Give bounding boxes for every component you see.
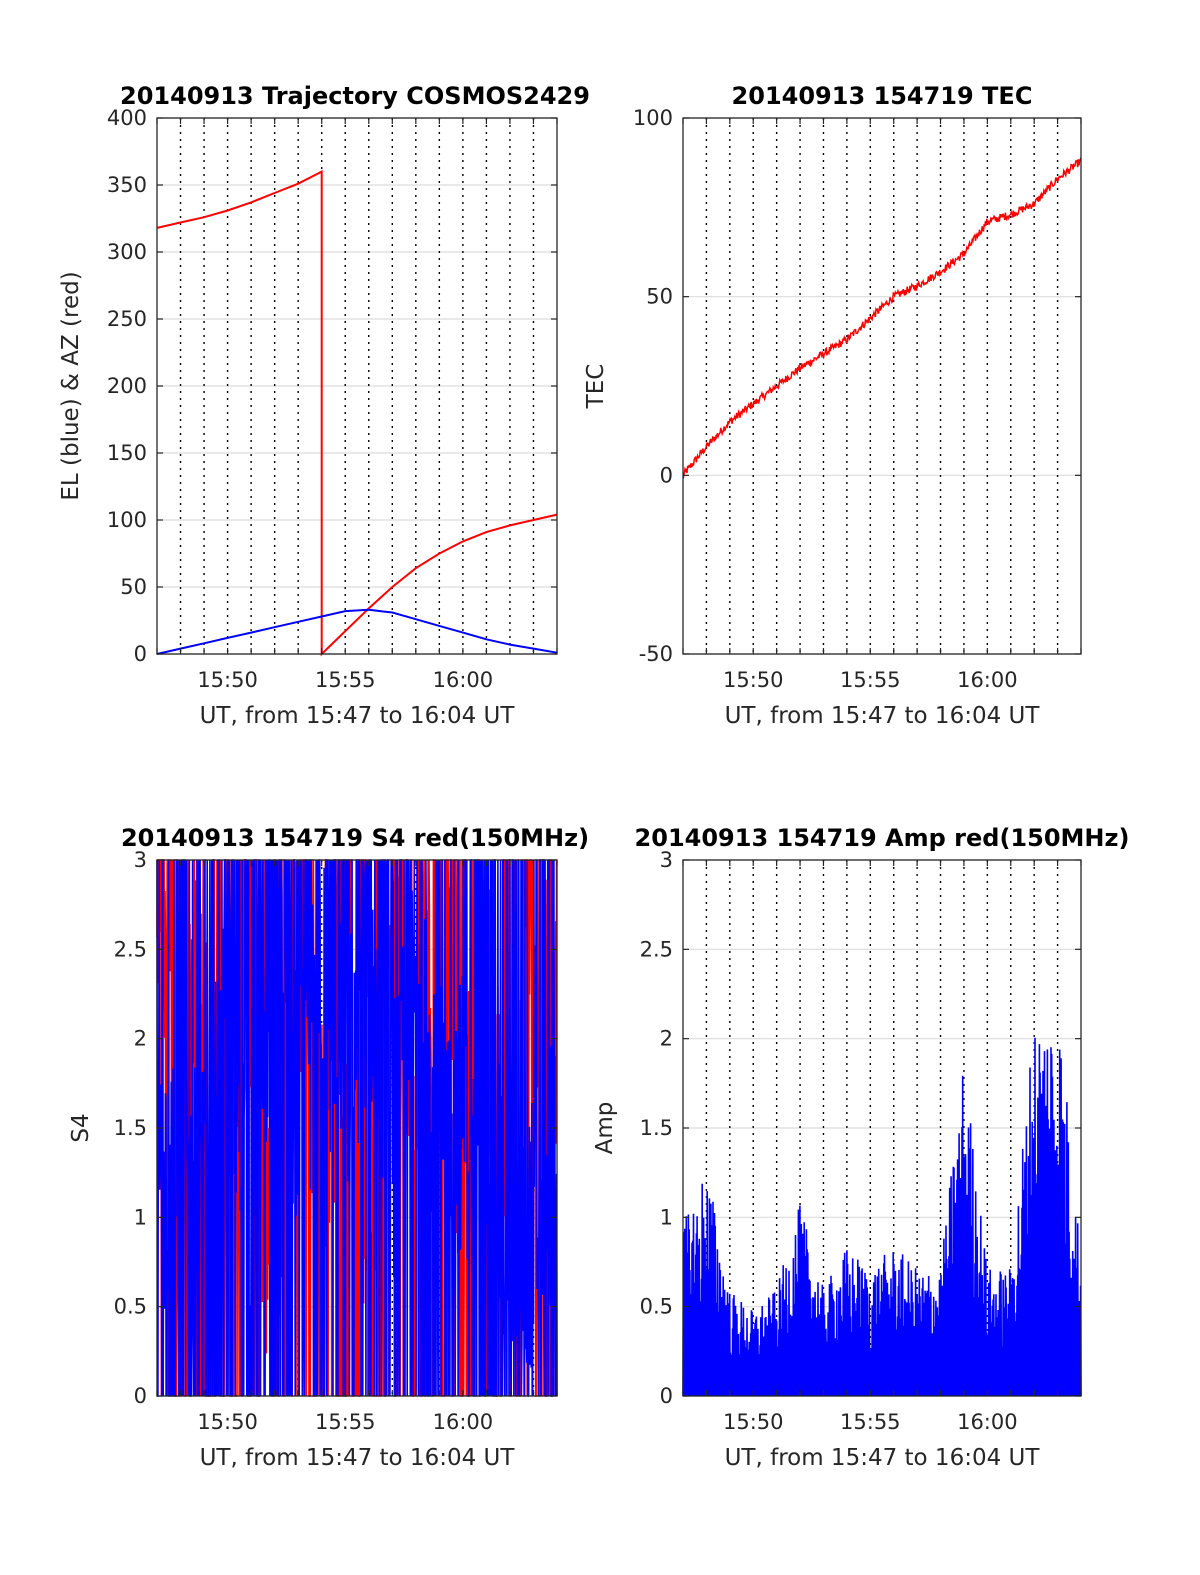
x-tick-label: 15:55 (840, 668, 901, 692)
x-tick-label: 15:55 (315, 1410, 376, 1434)
x-tick-label: 16:00 (957, 668, 1018, 692)
y-tick-label: 1.5 (114, 1116, 147, 1140)
y-axis-label: Amp (592, 1102, 618, 1155)
series-red-line (682, 157, 1082, 480)
y-tick-label: 1 (134, 1205, 147, 1229)
y-tick-label: 200 (107, 374, 147, 398)
y-tick-label: 50 (646, 285, 673, 309)
x-tick-label: 15:50 (197, 668, 258, 692)
x-tick-label: 15:50 (723, 1410, 784, 1434)
x-tick-label: 15:50 (197, 1410, 258, 1434)
y-tick-label: 100 (107, 508, 147, 532)
chart-panel-1: 0 50 100 150 200 250 300 350 400 15:50 15:55 16:00 2… (58, 82, 590, 729)
chart-panel-3: 0 0.5 1 1.5 2 2.5 3 15:50 15:55 16:00 20140913 154… (68, 824, 589, 1471)
y-tick-label: 150 (107, 441, 147, 465)
chart-title: 20140913 154719 S4 red(150MHz) (121, 824, 589, 852)
y-tick-label: 0 (660, 1384, 673, 1408)
y-tick-label: 0.5 (114, 1295, 147, 1319)
y-tick-label: 0 (660, 463, 673, 487)
y-tick-label: 1 (660, 1205, 673, 1229)
plot-area (683, 118, 1081, 654)
y-tick-label: 50 (120, 575, 147, 599)
y-tick-label: -50 (639, 642, 673, 666)
x-axis-label: UT, from 15:47 to 16:04 UT (200, 1445, 516, 1471)
y-tick-label: 2.5 (114, 937, 147, 961)
y-tick-label: 2 (660, 1027, 673, 1051)
x-tick-label: 15:50 (723, 668, 784, 692)
x-tick-label: 16:00 (433, 668, 494, 692)
y-tick-label: 1.5 (640, 1116, 673, 1140)
y-tick-label: 250 (107, 307, 147, 331)
y-axis-label: TEC (583, 364, 609, 410)
x-tick-label: 15:55 (840, 1410, 901, 1434)
x-axis-label: UT, from 15:47 to 16:04 UT (725, 703, 1041, 729)
chart-panel-4: 0 0.5 1 1.5 2 2.5 3 15:50 15:55 16:00 20140913 154… (592, 824, 1129, 1471)
y-tick-label: 350 (107, 173, 147, 197)
chart-panel-2: -50 0 50 100 15:50 15:55 16:00 20140913 154719 … (583, 82, 1082, 729)
y-tick-label: 0 (134, 642, 147, 666)
y-tick-label: 0 (134, 1384, 147, 1408)
y-tick-label: 100 (633, 106, 673, 130)
y-tick-label: 3 (134, 848, 147, 872)
y-tick-label: 2.5 (640, 937, 673, 961)
y-tick-label: 3 (660, 848, 673, 872)
chart-title: 20140913 154719 TEC (732, 82, 1033, 110)
x-tick-label: 16:00 (957, 1410, 1018, 1434)
chart-title: 20140913 154719 Amp red(150MHz) (635, 824, 1130, 852)
y-axis-label: S4 (68, 1113, 94, 1142)
y-axis-label: EL (blue) & AZ (red) (58, 271, 84, 500)
chart-title: 20140913 Trajectory COSMOS2429 (120, 82, 590, 110)
x-tick-label: 15:55 (315, 668, 376, 692)
x-axis-label: UT, from 15:47 to 16:04 UT (200, 703, 516, 729)
axes-box (682, 117, 1082, 655)
x-tick-label: 16:00 (433, 1410, 494, 1434)
series-blue-line (156, 608, 558, 655)
y-tick-label: 0.5 (640, 1295, 673, 1319)
x-axis-label: UT, from 15:47 to 16:04 UT (725, 1445, 1041, 1471)
y-tick-label: 400 (107, 106, 147, 130)
y-tick-label: 2 (134, 1027, 147, 1051)
y-tick-label: 300 (107, 240, 147, 264)
